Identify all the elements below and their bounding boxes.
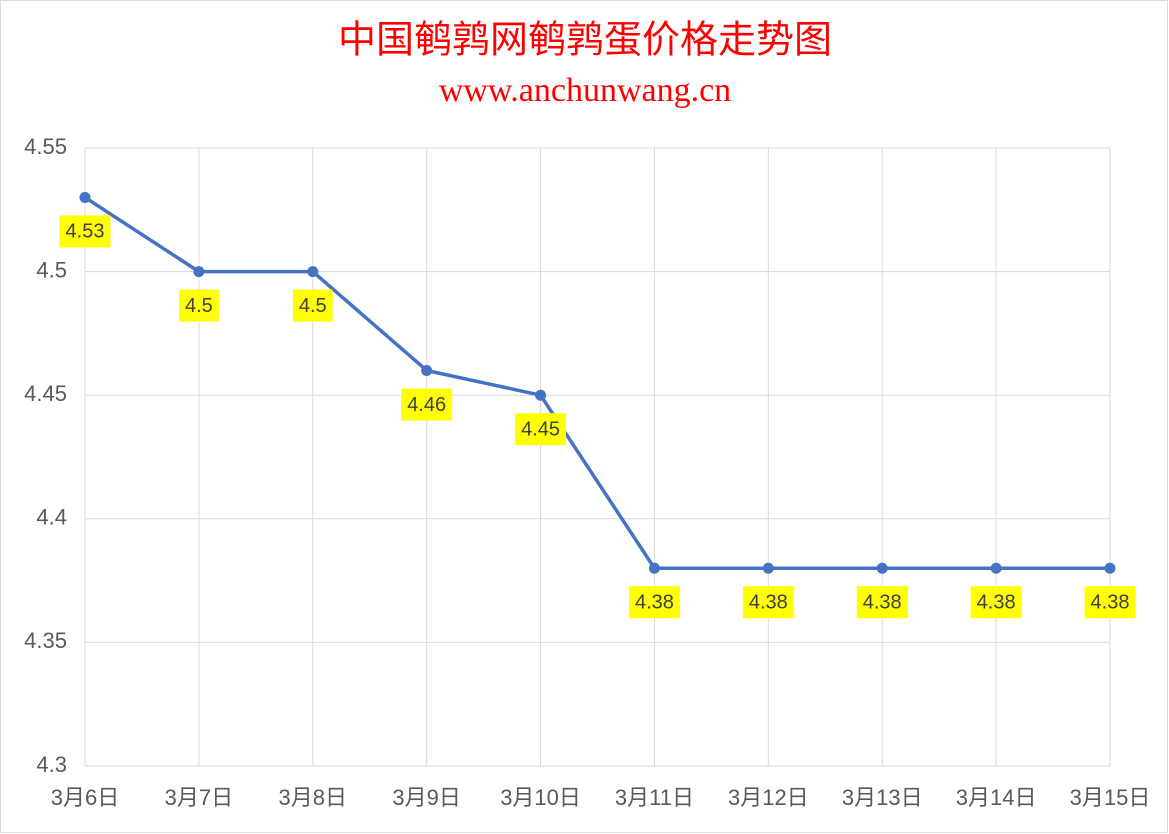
x-tick-label: 3月12日 (728, 785, 809, 810)
x-tick-label: 3月13日 (842, 785, 923, 810)
data-label-bg (515, 413, 567, 446)
data-label: 4.45 (521, 418, 560, 440)
data-label-group: 4.38 (1084, 586, 1136, 619)
marker (1104, 562, 1116, 574)
data-label-group: 4.38 (970, 586, 1022, 619)
data-label-bg (1084, 586, 1136, 619)
data-label: 4.46 (407, 394, 446, 416)
chart-subtitle: www.anchunwang.cn (439, 72, 731, 109)
x-tick-label: 3月6日 (51, 785, 119, 810)
data-label: 4.53 (66, 221, 105, 243)
data-label: 4.5 (185, 295, 213, 317)
marker (876, 562, 888, 574)
data-label-group: 4.46 (401, 388, 453, 421)
line (84, 195, 1110, 570)
y-tick-label: 4.55 (24, 134, 67, 159)
data-label-group: 4.38 (742, 586, 794, 619)
x-tick-label: 3月7日 (165, 785, 233, 810)
data-label: 4.38 (977, 592, 1016, 614)
x-tick-label: 3月15日 (1070, 785, 1151, 810)
data-label-group: 4.5 (178, 289, 219, 322)
y-tick-label: 4.3 (36, 752, 67, 777)
marker (421, 364, 433, 376)
data-label-bg (401, 388, 453, 421)
y-tick-label: 4.35 (24, 628, 67, 653)
marker (307, 266, 319, 278)
data-label: 4.38 (635, 592, 674, 614)
x-tick-label: 3月9日 (392, 785, 460, 810)
data-label-group: 4.53 (59, 215, 111, 248)
data-label-bg (628, 586, 680, 619)
y-tick-label: 4.45 (24, 381, 67, 406)
data-label-group: 4.45 (515, 413, 567, 446)
data-label: 4.38 (863, 592, 902, 614)
data-label-bg (856, 586, 908, 619)
x-tick-label: 3月10日 (500, 785, 581, 810)
marker (193, 266, 205, 278)
data-label-group: 4.38 (856, 586, 908, 619)
data-label: 4.5 (299, 295, 327, 317)
x-tick-label: 3月8日 (279, 785, 347, 810)
data-label-bg (292, 289, 333, 322)
marker (762, 562, 774, 574)
y-tick-label: 4.4 (36, 505, 67, 530)
data-label: 4.38 (749, 592, 788, 614)
data-label-bg (742, 586, 794, 619)
marker (535, 389, 547, 401)
y-tick-label: 4.5 (36, 257, 67, 282)
marker (79, 191, 91, 203)
x-tick-label: 3月11日 (615, 785, 694, 810)
data-label-group: 4.5 (292, 289, 333, 322)
data-label: 4.38 (1091, 592, 1130, 614)
data-label-bg (178, 289, 219, 322)
marker (648, 562, 660, 574)
data-label-group: 4.38 (628, 586, 680, 619)
data-label-bg (59, 215, 111, 248)
x-tick-label: 3月14日 (956, 785, 1037, 810)
data-label-bg (970, 586, 1022, 619)
marker (990, 562, 1002, 574)
chart-title: 中国鹌鹑网鹌鹑蛋价格走势图 (338, 20, 832, 62)
